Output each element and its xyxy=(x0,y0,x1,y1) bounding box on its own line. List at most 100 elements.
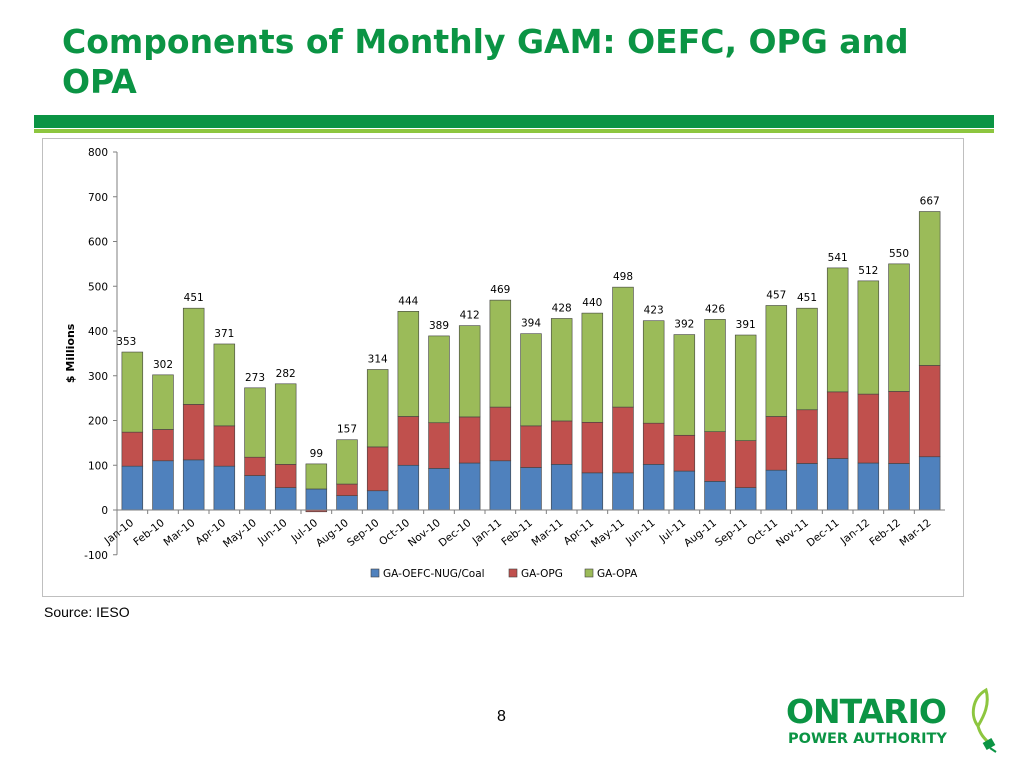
x-tick-label: Oct-10 xyxy=(377,517,412,548)
total-label: 550 xyxy=(889,248,909,260)
bar-ga-opa-mar-11 xyxy=(550,318,573,422)
x-tick-label: Aug-11 xyxy=(682,517,719,550)
bar-ga-opa-sep-11 xyxy=(734,334,757,441)
total-label: 451 xyxy=(184,292,204,304)
x-tick-label: Mar-12 xyxy=(898,517,934,549)
header-band-light xyxy=(34,129,994,133)
bar-ga-opg-jun-11 xyxy=(642,422,665,465)
bar-ga-oefc-nug-coal-aug-10 xyxy=(336,495,358,511)
bar-ga-opg-jan-10 xyxy=(121,431,144,467)
bar-ga-opa-jul-10 xyxy=(305,463,328,490)
bar-ga-oefc-nug-coal-dec-11 xyxy=(826,458,849,511)
x-tick-label: Oct-11 xyxy=(745,517,780,548)
total-label: 157 xyxy=(337,424,357,436)
y-tick-label: 200 xyxy=(88,416,108,428)
y-tick-label: 500 xyxy=(88,281,108,293)
source-note: Source: IESO xyxy=(44,604,130,620)
bar-ga-opg-dec-11 xyxy=(826,391,849,459)
legend-swatch xyxy=(508,568,518,578)
total-label: 440 xyxy=(582,297,602,309)
bar-ga-opg-jul-11 xyxy=(673,434,696,472)
bar-ga-opg-may-10 xyxy=(244,456,266,476)
bar-ga-opa-jun-10 xyxy=(274,383,297,465)
bar-ga-oefc-nug-coal-oct-10 xyxy=(397,464,420,511)
bar-ga-oefc-nug-coal-mar-12 xyxy=(918,456,941,511)
bar-ga-opg-nov-11 xyxy=(796,409,818,464)
bar-ga-opg-sep-11 xyxy=(734,440,757,488)
bar-ga-opg-dec-10 xyxy=(458,416,481,464)
bar-ga-oefc-nug-coal-jan-11 xyxy=(489,460,512,511)
x-tick-label: Mar-11 xyxy=(530,517,566,549)
x-tick-label: Jun-10 xyxy=(255,517,290,548)
header-band-dark xyxy=(34,115,994,128)
x-tick-label: Jun-11 xyxy=(623,517,658,548)
bar-ga-oefc-nug-coal-dec-10 xyxy=(458,462,481,511)
bar-ga-opa-oct-10 xyxy=(397,311,420,417)
ontario-power-authority-logo: ONTARIO POWER AUTHORITY xyxy=(786,686,1006,758)
y-tick-label: 800 xyxy=(88,147,108,159)
bar-ga-opa-may-11 xyxy=(612,286,634,408)
x-tick-label: Feb-12 xyxy=(867,517,903,548)
total-label: 282 xyxy=(276,368,296,380)
total-label: 391 xyxy=(736,319,756,331)
bar-ga-oefc-nug-coal-aug-11 xyxy=(704,481,726,511)
legend-label: GA-OPA xyxy=(597,568,638,580)
bar-ga-opg-may-11 xyxy=(612,406,634,474)
x-tick-label: Nov-10 xyxy=(406,517,443,549)
y-axis-title: $ Millions xyxy=(64,323,77,383)
x-tick-label: Jan-12 xyxy=(838,517,872,548)
total-label: 469 xyxy=(490,284,510,296)
total-label: 392 xyxy=(674,319,694,331)
y-tick-label: 100 xyxy=(88,460,108,472)
bar-ga-opa-jul-11 xyxy=(673,334,696,436)
bar-ga-oefc-nug-coal-apr-11 xyxy=(581,472,604,511)
y-tick-label: 0 xyxy=(101,505,108,517)
bar-ga-oefc-nug-coal-feb-11 xyxy=(520,467,542,511)
x-tick-label: May-11 xyxy=(589,517,627,550)
bar-ga-opa-jun-11 xyxy=(642,320,665,424)
bar-ga-opa-mar-12 xyxy=(918,211,941,366)
total-label: 371 xyxy=(214,328,234,340)
logo-wordmark-line2: POWER AUTHORITY xyxy=(788,731,947,747)
x-tick-label: Sep-11 xyxy=(713,517,750,549)
bar-ga-opa-apr-11 xyxy=(581,312,604,423)
x-tick-label: Nov-11 xyxy=(774,517,811,549)
plug-leaf-icon xyxy=(971,687,997,753)
total-label: 302 xyxy=(153,359,173,371)
bar-ga-opa-nov-10 xyxy=(428,335,450,424)
stacked-bar-chart: -100 0 100 200 300 400 500 600 700 800 $ Millions 3… xyxy=(64,147,945,580)
bar-ga-oefc-nug-coal-may-10 xyxy=(244,475,266,511)
bar-ga-opg-oct-11 xyxy=(765,416,788,471)
y-tick-label: 400 xyxy=(88,326,108,338)
bar-ga-opa-oct-11 xyxy=(765,305,788,417)
y-tick-label: 700 xyxy=(88,192,108,204)
total-label: 423 xyxy=(644,305,664,317)
bar-ga-opg-mar-11 xyxy=(550,420,573,465)
bar-ga-oefc-nug-coal-jan-10 xyxy=(121,465,144,511)
bar-ga-opg-jan-11 xyxy=(489,406,512,462)
bar-ga-opg-aug-11 xyxy=(704,431,726,482)
y-tick-label: 600 xyxy=(88,237,108,249)
bar-ga-opg-feb-12 xyxy=(888,391,910,464)
bar-ga-opa-aug-10 xyxy=(336,439,358,485)
bar-ga-oefc-nug-coal-jul-10 xyxy=(305,488,328,511)
logo-wordmark-line1: ONTARIO xyxy=(786,692,947,731)
bar-ga-opa-dec-11 xyxy=(826,267,849,393)
bar-ga-opa-apr-10 xyxy=(213,343,236,427)
bar-ga-opg-jun-10 xyxy=(274,464,297,488)
x-tick-label: Mar-10 xyxy=(162,517,198,549)
bar-ga-opg-mar-12 xyxy=(918,365,941,458)
bar-ga-oefc-nug-coal-jul-11 xyxy=(673,470,696,511)
x-tick-label: Sep-10 xyxy=(345,517,382,549)
bar-ga-oefc-nug-coal-sep-10 xyxy=(366,490,389,511)
bar-ga-oefc-nug-coal-jun-10 xyxy=(274,487,297,511)
total-label: 498 xyxy=(613,271,633,283)
x-tick-label: May-10 xyxy=(221,517,259,550)
x-tick-label: Feb-10 xyxy=(131,517,167,548)
bar-ga-oefc-nug-coal-mar-11 xyxy=(550,464,573,511)
page-number: 8 xyxy=(497,708,506,725)
bar-ga-oefc-nug-coal-oct-11 xyxy=(765,469,788,511)
bar-ga-opg-jan-12 xyxy=(857,393,880,464)
bar-ga-opa-feb-12 xyxy=(888,263,910,392)
chart-frame: -100 0 100 200 300 400 500 600 700 800 $ Millions 3… xyxy=(42,138,964,597)
